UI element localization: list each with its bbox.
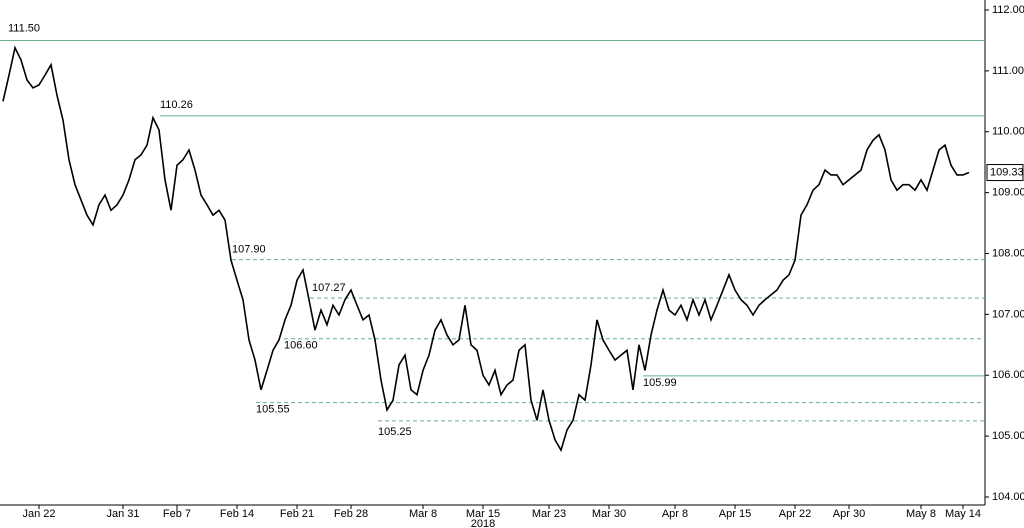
level-label: 105.55: [256, 404, 290, 416]
price-line: [2, 45, 970, 453]
x-tick-label: Feb 7: [163, 508, 191, 520]
y-tick-label: 111.00: [992, 65, 1024, 77]
y-tick-label: 104.00: [992, 491, 1024, 503]
x-tick-label: Feb 14: [220, 508, 254, 520]
x-sublabel: 2018: [471, 518, 495, 528]
y-tick-label: 112.00: [992, 4, 1024, 16]
level-label: 107.90: [232, 243, 266, 255]
x-tick-label: Feb 28: [334, 508, 368, 520]
x-tick-label: Mar 8: [409, 508, 437, 520]
x-tick-label: May 14: [945, 508, 981, 520]
x-tick-label: Mar 23: [532, 508, 566, 520]
x-tick-label: Feb 21: [280, 508, 314, 520]
y-tick-label: 107.00: [992, 308, 1024, 320]
x-tick-label: May 8: [906, 508, 936, 520]
y-tick-label: 106.00: [992, 369, 1024, 381]
x-tick-label: Apr 8: [662, 508, 688, 520]
level-label: 105.25: [378, 426, 412, 438]
level-label: 107.27: [312, 282, 346, 294]
x-tick-label: Apr 15: [719, 508, 751, 520]
x-tick-label: Mar 15: [466, 508, 500, 520]
level-label: 110.26: [160, 99, 193, 111]
x-tick-label: Apr 30: [833, 508, 865, 520]
last-price-box: [986, 164, 1024, 182]
level-label: 106.60: [284, 340, 318, 352]
y-tick-label: 110.00: [992, 126, 1024, 138]
level-label: 111.50: [8, 22, 40, 34]
y-tick-label: 105.00: [992, 430, 1024, 442]
level-label: 105.99: [643, 377, 677, 389]
y-tick-label: 109.00: [992, 187, 1024, 199]
y-tick-label: 108.00: [992, 247, 1024, 259]
x-tick-label: Jan 31: [106, 508, 139, 520]
last-price-label: 109.33: [990, 166, 1024, 178]
x-tick-label: Apr 22: [779, 508, 811, 520]
x-tick-label: Mar 30: [592, 508, 626, 520]
x-tick-label: Jan 22: [22, 508, 55, 520]
